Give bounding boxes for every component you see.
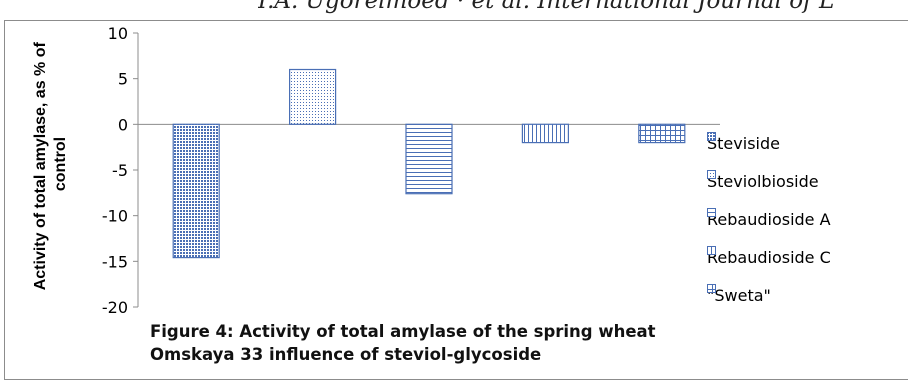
bar-sweta (638, 123, 686, 144)
legend-item: Rebaudioside C (707, 246, 831, 268)
bar-layer (172, 68, 686, 259)
legend-swatch (707, 170, 716, 179)
y-tick-label: -10 (102, 207, 128, 226)
y-tick-label: 10 (108, 24, 128, 43)
figure-caption-line-2: Omskaya 33 influence of steviol-glycosid… (150, 345, 542, 364)
legend-label: "Sweta" (707, 285, 771, 305)
y-axis-label: Activity of total amylase, as % of contr… (32, 38, 69, 291)
figure-caption-line-1: Figure 4: Activity of total amylase of t… (150, 322, 656, 341)
bar-rebaudioside-c (521, 123, 570, 144)
legend-item: Rebaudioside A (707, 208, 831, 230)
legend-item: "Sweta" (707, 284, 771, 306)
axis-layer: 10 5 0 -5 -10 -15 -20 (102, 24, 720, 317)
bar-steviolbioside (289, 68, 337, 125)
legend-item: Steviolbioside (707, 170, 819, 192)
legend-swatch (707, 284, 716, 293)
y-tick-label: -5 (112, 161, 128, 180)
page-header-text: I.A. Ugorelmoed · et al. International J… (258, 0, 835, 14)
bar-rebaudioside-a (405, 123, 453, 195)
legend-swatch (707, 132, 716, 141)
y-tick-label: 0 (118, 115, 128, 134)
legend-label: Steviside (707, 133, 780, 153)
y-tick-label: -20 (102, 298, 128, 317)
bar-steviside (172, 123, 220, 259)
y-axis-label-line-1: Activity of total amylase, as % of (32, 42, 49, 291)
legend-label: Rebaudioside A (707, 209, 831, 229)
legend-label: Steviolbioside (707, 171, 819, 191)
figure-caption: Figure 4: Activity of total amylase of t… (150, 320, 870, 366)
legend-item: Steviside (707, 132, 780, 154)
y-tick-label: 5 (118, 70, 128, 89)
legend-swatch (707, 246, 716, 255)
y-tick-label: -15 (102, 252, 128, 271)
legend-label: Rebaudioside C (707, 247, 831, 267)
y-axis-label-line-2: control (52, 137, 69, 191)
legend-swatch (707, 208, 716, 217)
